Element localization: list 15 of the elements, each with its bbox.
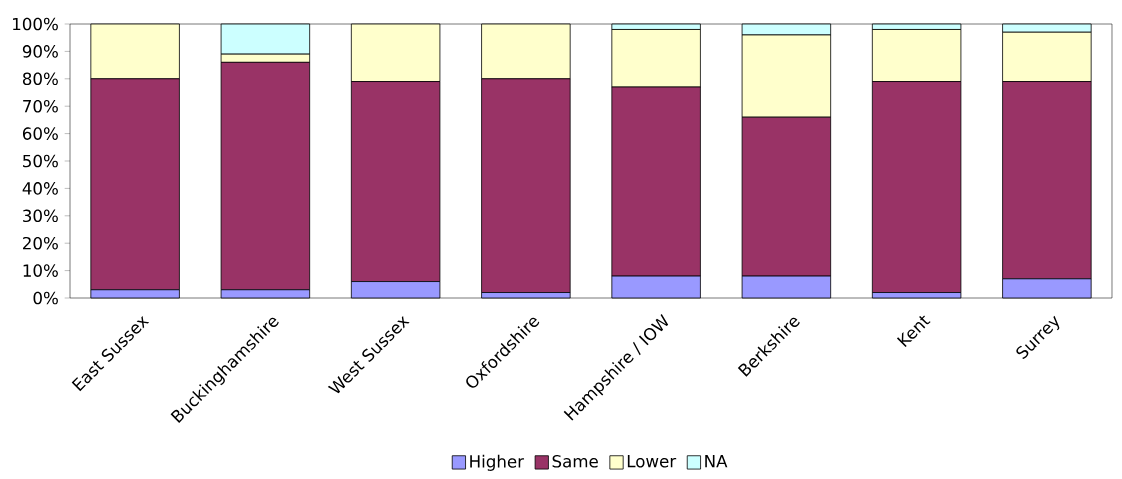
legend-label: Lower xyxy=(627,455,677,468)
y-tick-label: 100% xyxy=(13,17,58,31)
y-tick-label: 40% xyxy=(22,182,58,195)
legend-label: Higher xyxy=(470,454,525,471)
y-tick-label: 10% xyxy=(23,264,58,277)
y-tick-label: 80% xyxy=(22,72,58,86)
legend-label: NA xyxy=(705,455,728,468)
y-tick-label: 60% xyxy=(22,127,58,140)
y-tick-label: 70% xyxy=(23,99,58,113)
y-tick-label: 0% xyxy=(33,291,58,305)
y-tick-label: 90% xyxy=(22,45,58,58)
y-tick-label: 30% xyxy=(23,209,58,223)
legend-label: Same xyxy=(552,454,598,468)
y-tick-label: 50% xyxy=(23,154,58,168)
y-tick-label: 20% xyxy=(23,236,58,250)
